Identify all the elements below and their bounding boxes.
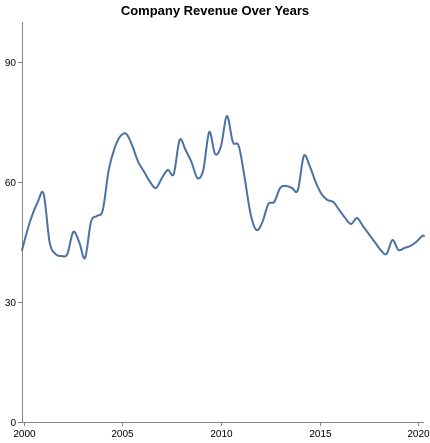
data-point bbox=[256, 229, 258, 231]
data-point bbox=[179, 139, 181, 141]
data-point bbox=[291, 187, 293, 189]
x-axis-ticks: 2000 2005 2010 2015 2020 bbox=[13, 422, 430, 440]
data-point bbox=[423, 235, 425, 237]
data-point bbox=[332, 201, 334, 203]
data-point bbox=[303, 155, 305, 157]
data-point bbox=[356, 217, 358, 219]
y-axis-ticks: 0 30 60 90 bbox=[5, 58, 22, 429]
x-tick-label: 2000 bbox=[13, 429, 36, 440]
data-point bbox=[167, 169, 169, 171]
data-point bbox=[244, 177, 246, 179]
data-point bbox=[326, 199, 328, 201]
data-point bbox=[84, 257, 86, 259]
data-point bbox=[155, 187, 157, 189]
data-point bbox=[267, 203, 269, 205]
data-point bbox=[403, 247, 405, 249]
chart-title: Company Revenue Over Years bbox=[121, 3, 309, 18]
data-point bbox=[374, 241, 376, 243]
data-point bbox=[66, 253, 68, 255]
y-tick-label: 30 bbox=[5, 298, 17, 309]
series-layer bbox=[21, 114, 425, 260]
data-point bbox=[37, 201, 39, 203]
data-point bbox=[55, 253, 57, 255]
data-point bbox=[273, 201, 275, 203]
data-point bbox=[238, 145, 240, 147]
revenue-series-line bbox=[21, 114, 425, 260]
data-point bbox=[344, 217, 346, 219]
y-tick-label: 90 bbox=[5, 58, 17, 69]
data-point bbox=[120, 135, 122, 137]
data-point bbox=[214, 153, 216, 155]
data-point bbox=[208, 131, 210, 133]
data-point bbox=[321, 193, 323, 195]
data-point bbox=[72, 231, 74, 233]
data-point bbox=[202, 169, 204, 171]
data-point bbox=[226, 115, 228, 117]
data-point bbox=[391, 239, 393, 241]
data-point bbox=[60, 255, 62, 257]
data-point bbox=[29, 221, 31, 223]
data-point bbox=[185, 149, 187, 151]
data-point bbox=[380, 249, 382, 251]
data-point bbox=[149, 181, 151, 183]
x-tick-label: 2005 bbox=[111, 429, 134, 440]
data-point bbox=[368, 233, 370, 235]
data-point bbox=[232, 141, 234, 143]
x-tick-label: 2020 bbox=[407, 429, 430, 440]
data-point bbox=[261, 221, 263, 223]
data-point bbox=[125, 133, 127, 135]
data-point bbox=[315, 181, 317, 183]
x-tick-label: 2010 bbox=[210, 429, 233, 440]
data-point bbox=[173, 173, 175, 175]
data-point bbox=[397, 249, 399, 251]
data-point bbox=[297, 189, 299, 191]
data-point bbox=[90, 221, 92, 223]
data-point bbox=[279, 187, 281, 189]
data-point bbox=[220, 145, 222, 147]
data-point bbox=[386, 253, 388, 255]
data-point bbox=[21, 249, 23, 251]
data-point bbox=[309, 165, 311, 167]
data-point bbox=[49, 241, 51, 243]
y-tick-label: 0 bbox=[10, 418, 16, 429]
data-point bbox=[421, 235, 423, 237]
data-point bbox=[409, 245, 411, 247]
data-point bbox=[415, 241, 417, 243]
data-point bbox=[196, 177, 198, 179]
data-point bbox=[108, 169, 110, 171]
data-point bbox=[143, 171, 145, 173]
data-point bbox=[102, 209, 104, 211]
data-point bbox=[114, 147, 116, 149]
data-point bbox=[338, 209, 340, 211]
data-point bbox=[161, 177, 163, 179]
data-point bbox=[96, 215, 98, 217]
data-point bbox=[137, 161, 139, 163]
data-point bbox=[78, 241, 80, 243]
data-point bbox=[350, 223, 352, 225]
data-point bbox=[362, 225, 364, 227]
data-point bbox=[285, 185, 287, 187]
y-tick-label: 60 bbox=[5, 178, 17, 189]
data-point bbox=[250, 213, 252, 215]
data-point bbox=[43, 193, 45, 195]
data-point bbox=[190, 161, 192, 163]
x-tick-label: 2015 bbox=[309, 429, 332, 440]
data-point bbox=[131, 145, 133, 147]
